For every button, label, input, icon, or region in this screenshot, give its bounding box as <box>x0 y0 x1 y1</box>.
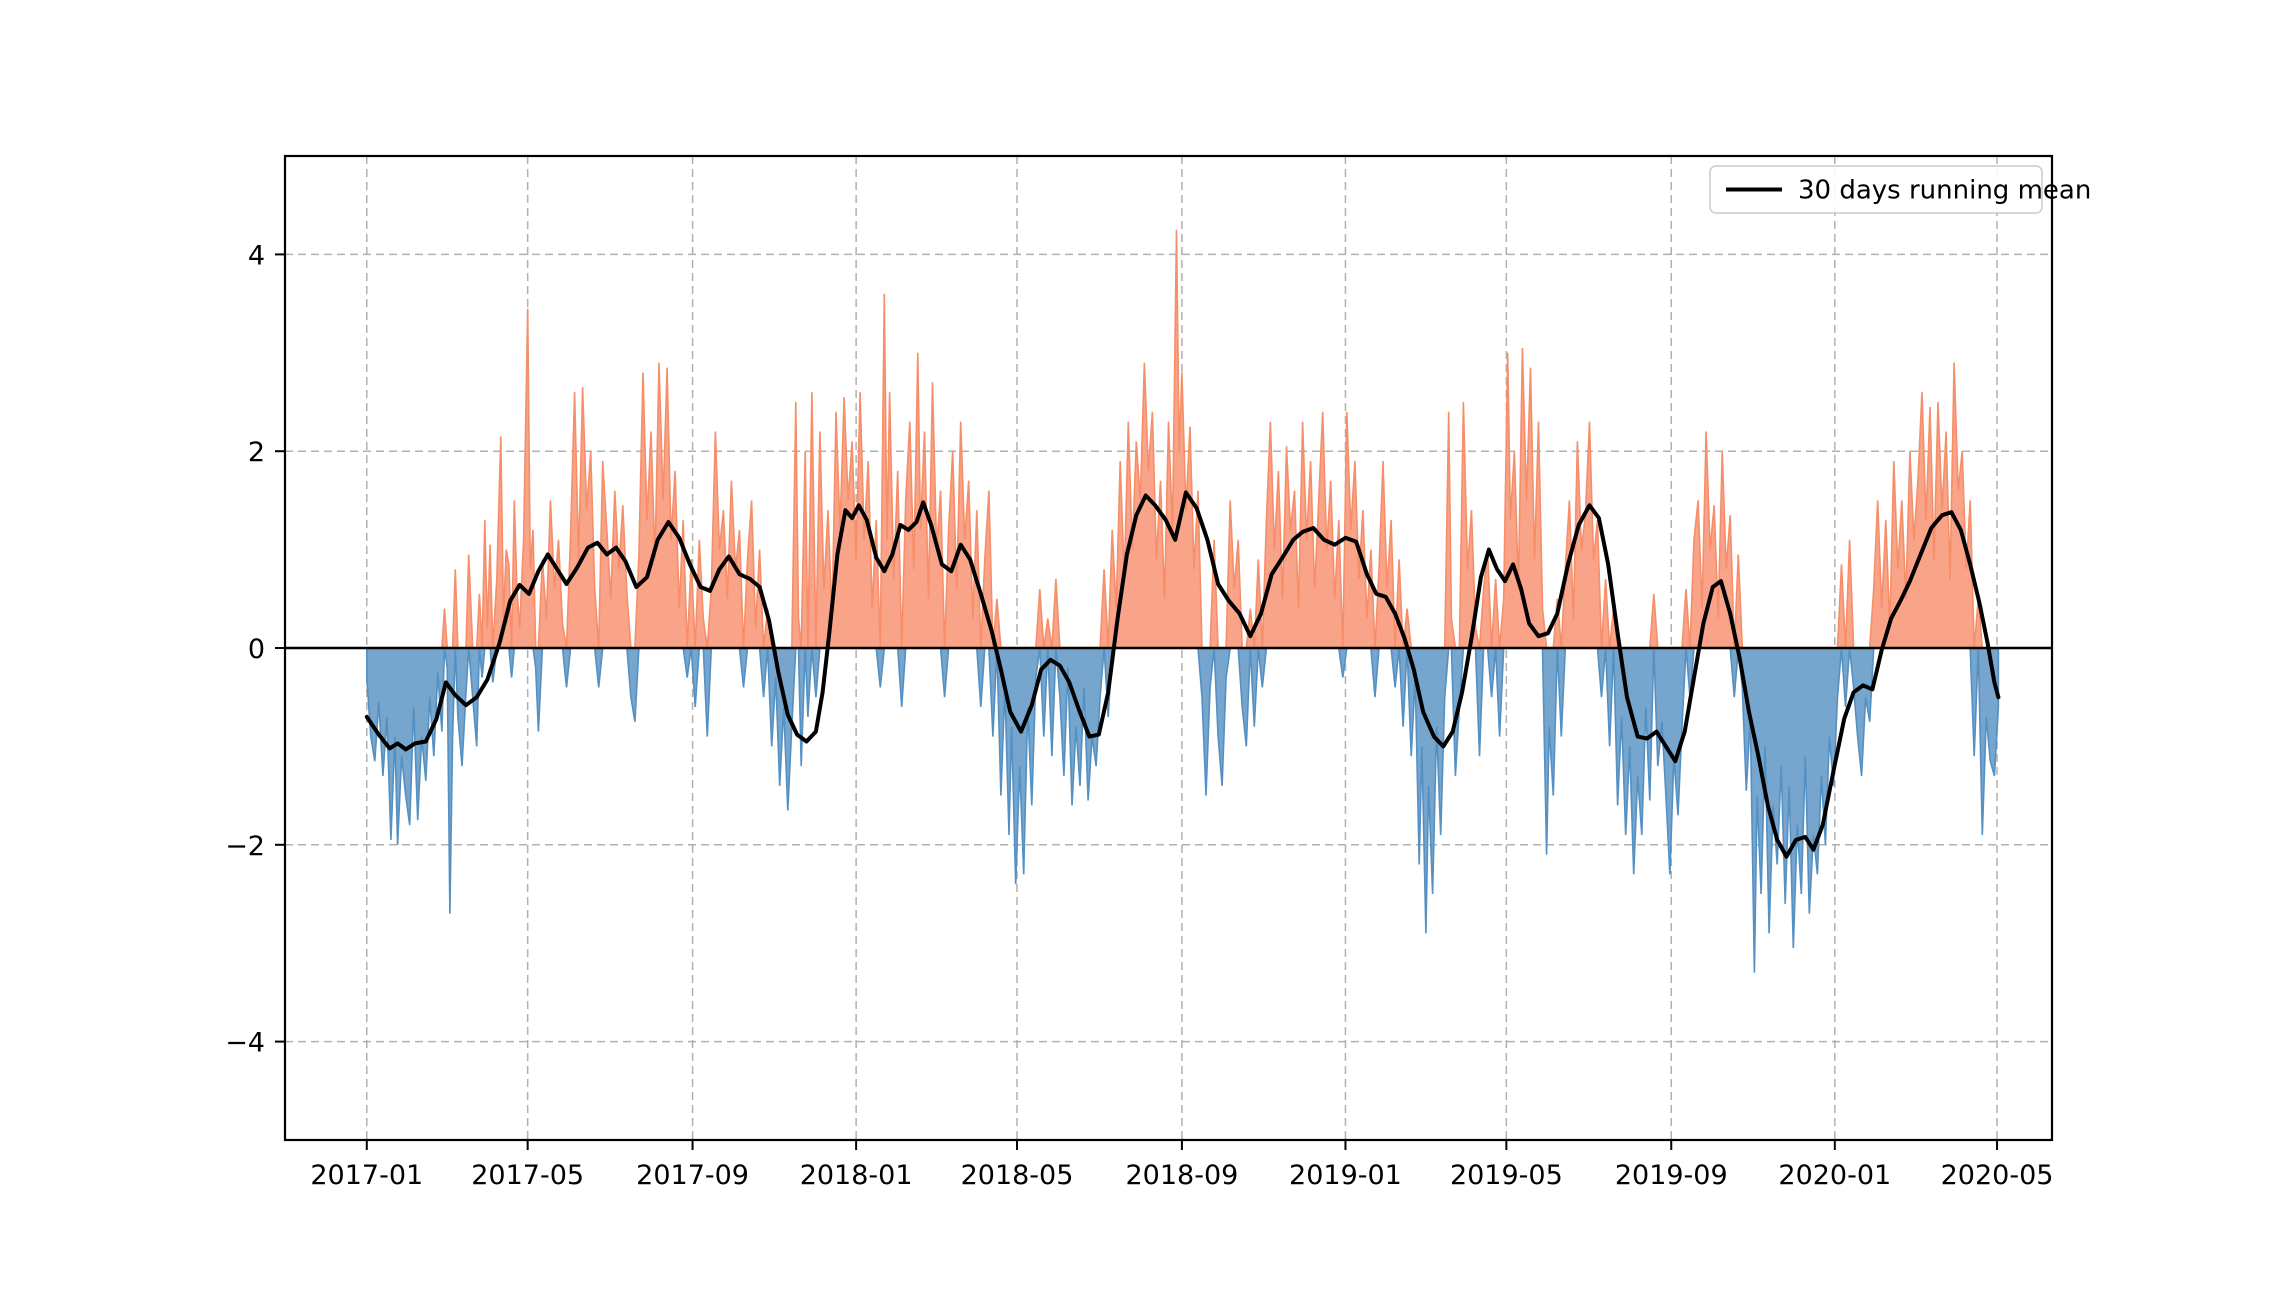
y-tick-label: 4 <box>248 240 265 271</box>
y-tick-label: −4 <box>225 1028 265 1059</box>
legend-box <box>1709 165 2043 214</box>
x-tick-label: 2019-09 <box>1615 1160 1728 1191</box>
x-tick-label: 2019-01 <box>1289 1160 1402 1191</box>
x-tick-label: 2018-09 <box>1126 1160 1239 1191</box>
x-tick-label: 2018-05 <box>961 1160 1074 1191</box>
y-tick-label: 0 <box>248 634 265 665</box>
x-tick-label: 2017-09 <box>636 1160 749 1191</box>
legend-label: 30 days running mean <box>1798 176 2091 206</box>
x-tick-label: 2018-01 <box>800 1160 913 1191</box>
legend: 30 days running mean <box>1709 165 2091 214</box>
positive-anomaly-fill <box>366 229 1999 649</box>
y-tick-label: 2 <box>248 437 265 468</box>
axis-ticks: 2017-01 2017-05 2017-09 2018-01 2018-05 2018-… <box>225 240 2053 1191</box>
x-tick-label: 2020-05 <box>1941 1160 2054 1191</box>
x-tick-label: 2017-01 <box>310 1160 423 1191</box>
x-tick-label: 2020-01 <box>1778 1160 1891 1191</box>
x-tick-label: 2017-05 <box>471 1160 584 1191</box>
y-tick-label: −2 <box>225 831 265 862</box>
running-mean-line <box>364 490 2001 859</box>
x-tick-label: 2019-05 <box>1450 1160 1563 1191</box>
